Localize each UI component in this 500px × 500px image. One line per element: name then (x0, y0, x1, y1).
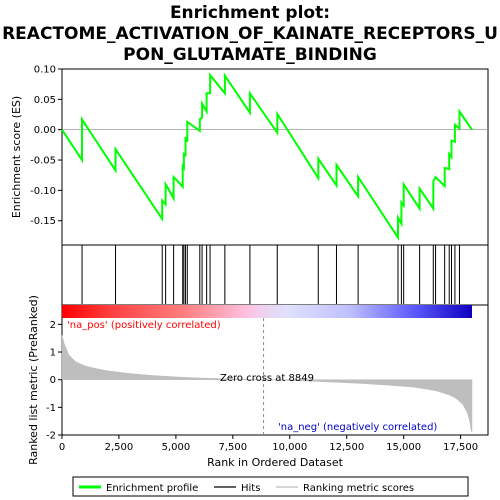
metric-y-tick-label: 0 (50, 375, 56, 386)
x-tick-label: 15,000 (386, 442, 421, 453)
chart-title-line-1: Enrichment plot: (170, 3, 330, 23)
zero-cross-label: Zero cross at 8849 (220, 373, 314, 384)
legend-label-enrichment: Enrichment profile (106, 483, 198, 494)
es-y-tick-label: -0.05 (30, 156, 56, 167)
x-axis-label: Rank in Ordered Dataset (207, 456, 344, 469)
metric-panel-frame (61, 304, 489, 436)
metric-y-tick-label: -1 (46, 403, 56, 414)
enrichment-profile-line (61, 72, 473, 242)
metric-y-axis-label: Ranked list metric (PreRanked) (27, 295, 40, 465)
metric-y-tick-label: -2 (46, 431, 56, 442)
legend-label-hits: Hits (241, 483, 260, 494)
ranking-color-bar (62, 305, 472, 318)
es-y-axis-label: Enrichment score (ES) (10, 96, 23, 218)
es-y-tick-label: 0.10 (34, 65, 56, 76)
x-tick-label: 2,500 (105, 442, 134, 453)
x-tick-label: 10,000 (272, 442, 307, 453)
es-y-tick-label: -0.10 (30, 186, 56, 197)
x-tick-label: 7,500 (219, 442, 248, 453)
x-tick-label: 12,500 (329, 442, 364, 453)
x-tick-label: 5,000 (162, 442, 191, 453)
ranking-metric-area (61, 335, 473, 433)
es-y-tick-label: 0.05 (34, 95, 56, 106)
pos-label: 'na_pos' (positively correlated) (67, 320, 221, 331)
metric-y-tick-label: 2 (50, 320, 56, 331)
chart-title-line-2: REACTOME_ACTIVATION_OF_KAINATE_RECEPTORS… (2, 24, 498, 44)
hits-panel-frame (61, 244, 489, 306)
es-y-tick-label: 0.00 (34, 125, 56, 136)
neg-label: 'na_neg' (negatively correlated) (278, 422, 437, 433)
chart-title-line-3: PON_GLUTAMATE_BINDING (123, 45, 377, 65)
legend-label-metric: Ranking metric scores (303, 483, 414, 494)
x-tick-label: 17,500 (443, 442, 478, 453)
es-y-tick-label: -0.15 (30, 216, 56, 227)
es-panel-frame (61, 68, 489, 246)
metric-y-tick-label: 1 (50, 348, 56, 359)
legend-box (72, 476, 469, 497)
x-tick-label: 0 (59, 442, 65, 453)
